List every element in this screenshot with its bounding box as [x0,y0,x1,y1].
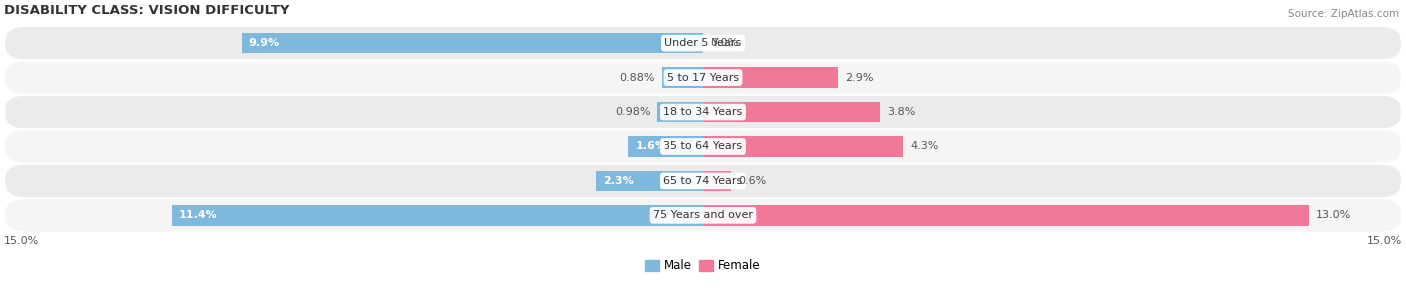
Text: 15.0%: 15.0% [4,236,39,246]
Text: 9.9%: 9.9% [249,38,280,48]
Bar [242,33,703,54]
Text: 3.8%: 3.8% [887,107,915,117]
FancyBboxPatch shape [4,95,1402,129]
FancyBboxPatch shape [4,164,1402,198]
Text: 2.9%: 2.9% [845,73,873,83]
Text: 15.0%: 15.0% [1367,236,1402,246]
Text: 65 to 74 Years: 65 to 74 Years [664,176,742,186]
Text: Source: ZipAtlas.com: Source: ZipAtlas.com [1288,9,1399,19]
Text: 18 to 34 Years: 18 to 34 Years [664,107,742,117]
Text: DISABILITY CLASS: VISION DIFFICULTY: DISABILITY CLASS: VISION DIFFICULTY [4,4,290,17]
Text: 4.3%: 4.3% [910,141,939,151]
Text: 75 Years and over: 75 Years and over [652,210,754,220]
Text: 13.0%: 13.0% [1316,210,1351,220]
Bar [703,171,731,191]
Text: 11.4%: 11.4% [179,210,218,220]
Bar [662,67,703,88]
Bar [703,205,1309,226]
Text: 5 to 17 Years: 5 to 17 Years [666,73,740,83]
Legend: Male, Female: Male, Female [641,255,765,277]
Text: 0.6%: 0.6% [738,176,766,186]
Bar [703,67,838,88]
Text: 2.3%: 2.3% [603,176,634,186]
FancyBboxPatch shape [4,129,1402,164]
Text: 1.6%: 1.6% [636,141,666,151]
Text: 35 to 64 Years: 35 to 64 Years [664,141,742,151]
Text: 0.98%: 0.98% [614,107,651,117]
Bar [172,205,703,226]
Text: 0.88%: 0.88% [620,73,655,83]
Bar [703,136,903,157]
Bar [596,171,703,191]
Bar [658,102,703,123]
FancyBboxPatch shape [4,60,1402,95]
FancyBboxPatch shape [4,198,1402,233]
Text: Under 5 Years: Under 5 Years [665,38,741,48]
FancyBboxPatch shape [4,26,1402,60]
Bar [703,102,880,123]
Text: 0.0%: 0.0% [710,38,738,48]
Bar [628,136,703,157]
